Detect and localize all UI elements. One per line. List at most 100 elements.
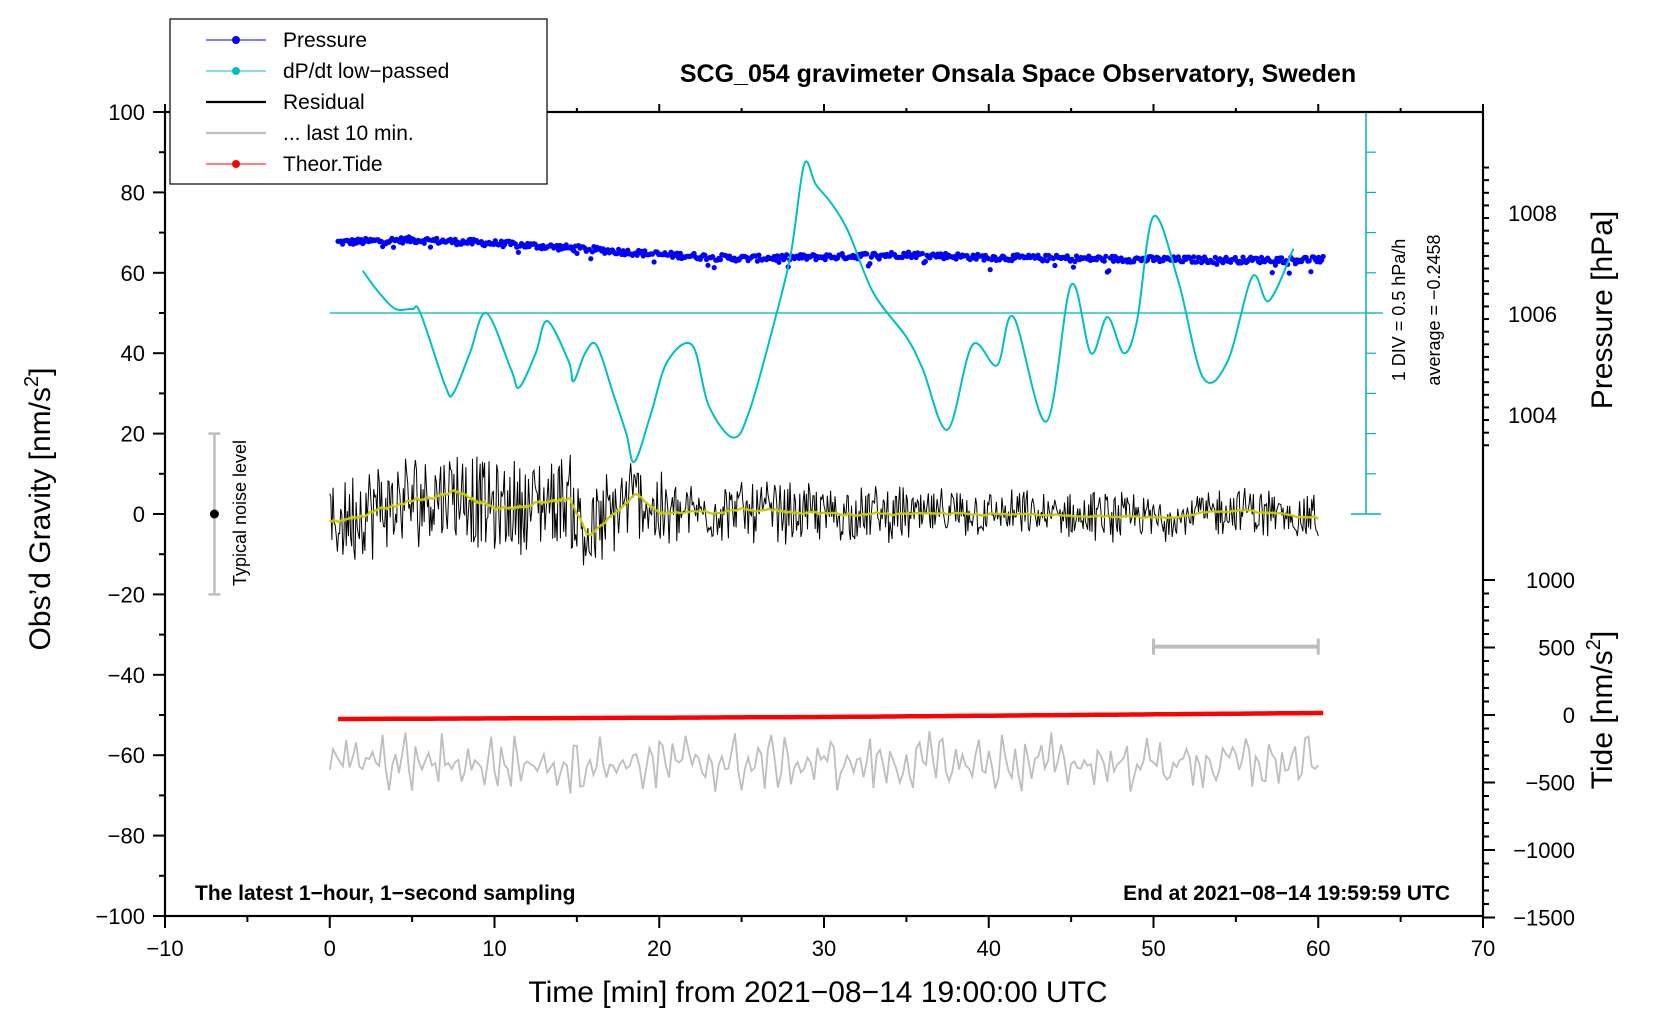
x-tick-label: 50 <box>1141 936 1165 961</box>
y-tick-label: 20 <box>121 422 145 447</box>
y-tick-label: 80 <box>121 180 145 205</box>
pressure-point <box>390 244 397 250</box>
tide-axis-label-sup: 2 <box>1583 639 1605 650</box>
pressure-point <box>1279 255 1285 261</box>
pressure-point <box>711 265 717 271</box>
pressure-point <box>922 258 929 264</box>
pressure-point <box>1191 254 1197 260</box>
pressure-point <box>1320 253 1326 260</box>
legend-swatch-marker <box>232 36 240 44</box>
legend-swatch-marker <box>232 160 240 168</box>
legend-label: ... last 10 min. <box>283 122 414 145</box>
legend-label: dP/dt low−passed <box>283 60 449 83</box>
residual-line <box>329 454 1319 566</box>
pressure-point <box>1269 270 1275 276</box>
pressure-point <box>1214 261 1220 267</box>
pressure-point <box>705 262 711 268</box>
dpdt-scale-label: 1 DIV = 0.5 hPa/h <box>1389 239 1409 382</box>
noise-center-dot <box>209 509 219 519</box>
dpdt-series <box>361 160 1295 463</box>
pressure-tick-label: 1008 <box>1508 201 1557 226</box>
pressure-point <box>710 254 716 260</box>
pressure-point <box>651 259 657 265</box>
dpdt-scale-axis <box>329 111 1383 515</box>
pressure-point <box>421 240 427 246</box>
pressure-point <box>1308 269 1314 275</box>
tide-tick-label: −500 <box>1525 771 1575 796</box>
x-tick-label: 30 <box>812 936 836 961</box>
pressure-point <box>515 249 522 255</box>
legend-swatch-marker <box>232 67 240 75</box>
pressure-point <box>1103 253 1109 259</box>
pressure-point <box>1194 259 1200 265</box>
end-time-note: End at 2021−08−14 19:59:59 UTC <box>1123 882 1450 905</box>
last-10-min-line <box>328 731 1319 794</box>
residual-series <box>329 454 1319 566</box>
pressure-point <box>1070 264 1076 270</box>
y-tick-label: −60 <box>108 743 145 768</box>
y-tick-label: 100 <box>108 100 145 125</box>
pressure-point <box>717 257 724 263</box>
pressure-point <box>1258 254 1265 260</box>
pressure-point <box>1272 262 1278 268</box>
tide-tick-label: 0 <box>1563 703 1575 728</box>
pressure-point <box>776 259 782 265</box>
pressure-point <box>864 251 870 257</box>
residual-smoothed-line <box>329 488 1319 536</box>
pressure-point <box>919 250 925 257</box>
tide-axis-label: Tide [nm/s2] <box>1583 631 1619 789</box>
y-tick-label: −40 <box>108 663 145 688</box>
tide-axis-label-end: ] <box>1586 631 1619 639</box>
pressure-series <box>335 234 1326 276</box>
tide-axis-label-main: Tide [nm/s <box>1586 650 1619 789</box>
tide-tick-label: −1500 <box>1513 906 1575 931</box>
y-axis-ticks: −100 −80 −60 −40 −20 0 20 40 60 80 100 <box>95 100 165 929</box>
pressure-point <box>574 250 580 256</box>
y-axis-label-left: Obs’d Gravity [nm/s2] <box>21 368 57 651</box>
dpdt-line <box>361 160 1295 463</box>
x-axis-label: Time [min] from 2021−08−14 19:00:00 UTC <box>528 976 1107 1009</box>
y-axis-label-left-main: Obs’d Gravity [nm/s <box>24 387 57 650</box>
tide-line <box>338 710 1324 722</box>
pressure-axis-label: Pressure [hPa] <box>1586 211 1619 409</box>
pressure-tick-label: 1004 <box>1508 403 1557 428</box>
y-tick-label: 60 <box>121 261 145 286</box>
sampling-note: The latest 1−hour, 1−second sampling <box>195 882 575 905</box>
theoretical-tide-series <box>338 710 1324 722</box>
y-tick-label: 0 <box>133 502 145 527</box>
tide-tick-label: 500 <box>1538 636 1575 661</box>
x-tick-label: −10 <box>146 936 183 961</box>
pressure-point <box>1197 255 1203 261</box>
noise-level-label: Typical noise level <box>230 440 250 586</box>
x-tick-label: 0 <box>324 936 336 961</box>
pressure-point <box>1101 258 1107 264</box>
pressure-point <box>588 256 594 262</box>
tide-tick-label: 1000 <box>1526 568 1575 593</box>
pressure-point <box>1052 262 1058 269</box>
y-tick-label: 40 <box>121 341 145 366</box>
pressure-point <box>1110 258 1117 264</box>
pressure-point <box>434 235 440 241</box>
x-tick-label: 60 <box>1306 936 1330 961</box>
pressure-point <box>1106 268 1112 274</box>
pressure-point <box>784 252 790 258</box>
y-tick-label: −80 <box>108 824 145 849</box>
pressure-point <box>899 254 905 261</box>
y-axis-label-left-sup: 2 <box>21 376 43 387</box>
x-tick-label: 20 <box>647 936 671 961</box>
legend-label: Pressure <box>283 29 367 52</box>
pressure-point <box>498 238 504 244</box>
y-axis-label-left-end: ] <box>24 368 57 376</box>
y-tick-label: −20 <box>108 582 145 607</box>
pressure-tick-label: 1006 <box>1508 302 1557 327</box>
pressure-point <box>677 250 683 256</box>
dpdt-average-label: average = −0.2458 <box>1424 234 1444 385</box>
legend-label: Residual <box>283 91 365 114</box>
pressure-point <box>400 240 406 246</box>
pressure-point <box>1306 258 1312 264</box>
pressure-point <box>1286 270 1292 276</box>
chart-title: SCG_054 gravimeter Onsala Space Observat… <box>680 60 1356 88</box>
pressure-point <box>987 267 993 273</box>
x-tick-label: 10 <box>482 936 506 961</box>
